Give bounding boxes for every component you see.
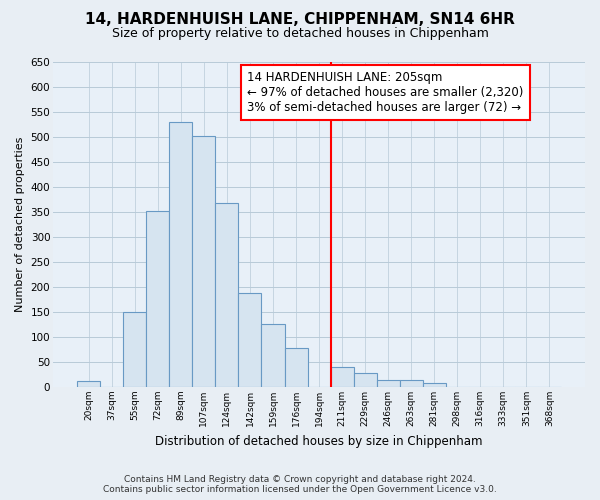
- Text: 14 HARDENHUISH LANE: 205sqm
← 97% of detached houses are smaller (2,320)
3% of s: 14 HARDENHUISH LANE: 205sqm ← 97% of det…: [247, 72, 524, 114]
- Bar: [331, 367, 353, 387]
- Text: 14, HARDENHUISH LANE, CHIPPENHAM, SN14 6HR: 14, HARDENHUISH LANE, CHIPPENHAM, SN14 6…: [85, 12, 515, 28]
- Text: Size of property relative to detached houses in Chippenham: Size of property relative to detached ho…: [112, 28, 488, 40]
- Bar: [238, 293, 262, 387]
- Bar: [193, 136, 215, 387]
- Text: Contains HM Land Registry data © Crown copyright and database right 2024.
Contai: Contains HM Land Registry data © Crown c…: [103, 474, 497, 494]
- Bar: [124, 312, 146, 387]
- Bar: [169, 122, 193, 387]
- Bar: [422, 383, 446, 387]
- Y-axis label: Number of detached properties: Number of detached properties: [15, 136, 25, 312]
- Bar: [215, 202, 238, 387]
- Bar: [284, 348, 308, 387]
- X-axis label: Distribution of detached houses by size in Chippenham: Distribution of detached houses by size …: [155, 434, 483, 448]
- Bar: [77, 381, 100, 387]
- Bar: [146, 210, 169, 387]
- Bar: [262, 324, 284, 387]
- Bar: [377, 380, 400, 387]
- Bar: [353, 373, 377, 387]
- Bar: [400, 380, 422, 387]
